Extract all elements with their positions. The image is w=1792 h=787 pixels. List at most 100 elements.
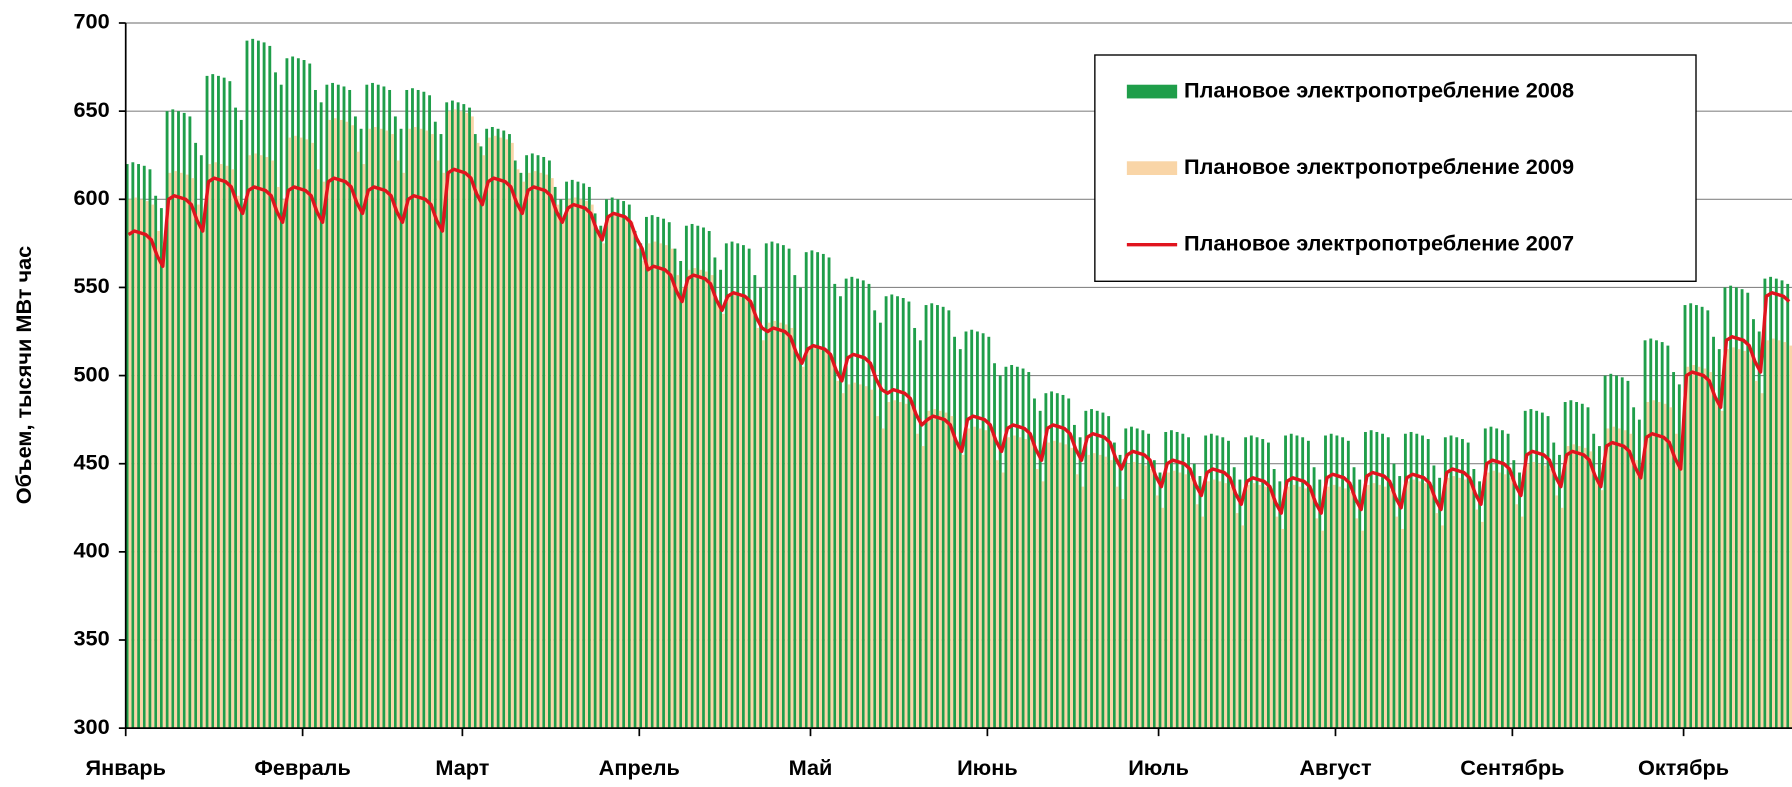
bar: [1398, 476, 1402, 729]
bar: [485, 128, 489, 729]
bar: [636, 248, 640, 729]
bar: [556, 204, 560, 729]
bar: [1130, 426, 1133, 729]
bar: [916, 433, 919, 729]
bar: [1289, 433, 1293, 729]
bar: [1035, 469, 1039, 729]
bar: [1563, 402, 1567, 729]
bar: [1783, 342, 1787, 729]
bar: [1269, 490, 1273, 729]
bar: [1529, 409, 1533, 729]
bar: [402, 172, 406, 729]
bar: [1332, 484, 1336, 729]
bar: [142, 165, 146, 729]
bar: [408, 128, 412, 729]
bar: [1132, 461, 1136, 729]
bar: [921, 446, 925, 729]
bar: [667, 222, 671, 729]
bar: [476, 142, 480, 729]
bar: [664, 245, 668, 729]
bar: [379, 128, 383, 729]
bar: [530, 153, 534, 729]
bar: [607, 216, 611, 729]
bar: [513, 160, 517, 729]
bar: [1047, 442, 1051, 729]
bar: [756, 327, 760, 729]
bar: [1072, 424, 1076, 729]
x-tick-label: Июль: [1128, 755, 1189, 780]
bar: [1309, 491, 1313, 729]
bar: [168, 172, 172, 729]
bar: [499, 137, 503, 729]
bar: [579, 199, 583, 729]
bar: [165, 111, 169, 729]
bar: [1158, 472, 1162, 729]
bar: [376, 84, 380, 729]
bar: [1090, 409, 1093, 729]
bar: [1774, 278, 1778, 729]
bar: [1189, 477, 1193, 729]
bar: [1298, 486, 1302, 729]
bar: [1070, 447, 1073, 729]
bar: [1458, 477, 1462, 729]
bar: [759, 287, 762, 729]
bar: [753, 275, 757, 729]
bar: [265, 156, 269, 729]
bar: [576, 181, 580, 729]
bar: [425, 130, 429, 729]
bar: [913, 327, 917, 729]
bar: [1030, 442, 1034, 729]
bar: [1010, 364, 1014, 729]
bar: [1694, 305, 1698, 729]
bar: [225, 165, 229, 729]
bar: [787, 248, 791, 729]
bar: [739, 296, 743, 729]
bar: [228, 81, 232, 729]
bar: [391, 134, 394, 729]
bar: [619, 216, 623, 729]
bar: [259, 155, 263, 729]
bar: [1184, 474, 1188, 729]
bar: [1406, 481, 1410, 729]
bar: [516, 169, 520, 729]
bar: [1503, 474, 1507, 729]
bar: [1244, 437, 1248, 729]
bar: [724, 243, 728, 729]
bar: [468, 107, 471, 729]
bar: [821, 253, 825, 729]
bar: [810, 250, 814, 729]
bar: [1726, 349, 1730, 729]
bar: [1729, 285, 1733, 729]
bar: [733, 294, 737, 729]
bar: [1078, 437, 1082, 729]
bar: [1597, 446, 1601, 729]
bar: [981, 333, 985, 729]
bar: [371, 82, 374, 729]
bar: [659, 243, 663, 729]
bar: [1161, 507, 1165, 729]
bar: [881, 428, 885, 729]
bar: [1777, 340, 1781, 729]
bar: [510, 142, 514, 729]
bar: [699, 269, 703, 729]
bar: [462, 104, 466, 729]
bar: [1749, 354, 1753, 729]
bar: [151, 204, 155, 729]
bar: [157, 231, 160, 729]
bar: [296, 58, 300, 729]
bar: [302, 60, 306, 729]
bar: [1615, 375, 1618, 729]
bar: [396, 160, 400, 729]
bar: [199, 155, 203, 729]
bar: [562, 216, 566, 729]
bar: [1249, 435, 1253, 729]
bar: [137, 164, 140, 729]
bar: [1552, 442, 1556, 729]
bar: [279, 84, 283, 729]
bar: [251, 38, 255, 729]
bar: [816, 252, 820, 729]
x-tick-label: Сентябрь: [1460, 755, 1564, 780]
bar: [702, 227, 705, 729]
bar: [870, 389, 874, 729]
x-tick-label: Февраль: [254, 755, 350, 780]
